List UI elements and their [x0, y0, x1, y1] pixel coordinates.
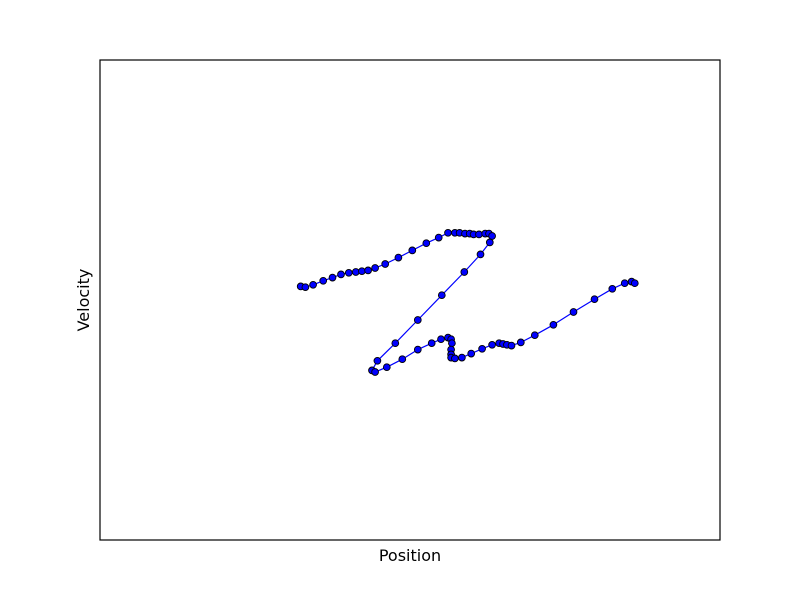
axes-frame: [99, 59, 721, 541]
data-point: [434, 233, 443, 242]
data-point: [475, 230, 483, 239]
data-point: [448, 339, 456, 348]
data-point: [467, 349, 476, 358]
data-point: [413, 316, 422, 324]
data-point: [549, 320, 558, 329]
data-point: [437, 291, 446, 300]
data-point: [394, 253, 403, 262]
data-point: [530, 331, 539, 340]
y-axis-label: Velocity: [74, 269, 93, 332]
data-point: [301, 283, 310, 292]
data-point: [382, 363, 391, 372]
data-point: [427, 339, 436, 348]
data-point: [408, 246, 417, 255]
data-point: [391, 339, 400, 348]
data-point: [590, 295, 599, 304]
data-point: [337, 270, 345, 279]
data-point: [437, 335, 445, 344]
data-point: [309, 280, 317, 289]
data-point: [460, 268, 469, 276]
data-point: [451, 354, 459, 363]
data-point: [458, 353, 466, 362]
x-axis-label: Position: [379, 546, 441, 565]
data-point: [488, 232, 496, 240]
data-point: [381, 260, 390, 268]
data-point: [485, 238, 494, 247]
data-point: [476, 250, 485, 259]
data-point: [516, 338, 525, 347]
data-point: [444, 228, 452, 237]
data-point: [507, 341, 516, 350]
data-point: [364, 266, 372, 275]
data-point: [344, 268, 353, 277]
plot-area: [100, 60, 720, 540]
data-point: [413, 345, 422, 354]
data-point: [630, 279, 639, 288]
data-point: [319, 276, 328, 285]
series-layer: [296, 228, 639, 376]
data-point: [620, 279, 629, 288]
data-point: [371, 264, 379, 272]
data-point: [373, 356, 382, 365]
data-point: [371, 368, 379, 376]
data-point: [478, 344, 486, 353]
data-point: [398, 355, 407, 364]
data-point: [608, 284, 617, 293]
data-point: [358, 267, 366, 276]
data-point: [422, 239, 431, 248]
data-point: [569, 308, 578, 316]
data-point: [328, 273, 337, 282]
data-point: [488, 340, 496, 349]
